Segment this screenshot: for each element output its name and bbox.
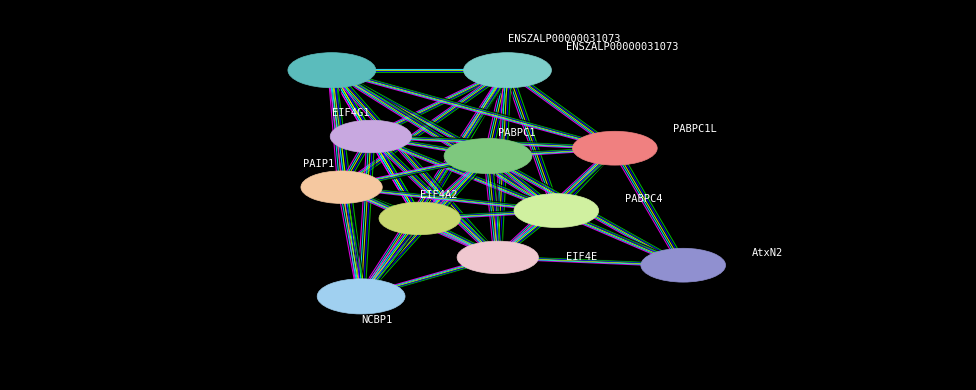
- Circle shape: [301, 171, 383, 204]
- Circle shape: [317, 279, 405, 314]
- Circle shape: [330, 120, 412, 153]
- Text: ENSZALP00000031073: ENSZALP00000031073: [566, 42, 678, 52]
- Circle shape: [379, 202, 461, 235]
- Text: PAIP1: PAIP1: [303, 159, 334, 169]
- Text: EIF4E: EIF4E: [566, 252, 597, 262]
- Circle shape: [444, 138, 532, 174]
- Text: PABPC1L: PABPC1L: [673, 124, 717, 134]
- Text: NCBP1: NCBP1: [361, 315, 392, 325]
- Text: ENSZALP00000031073: ENSZALP00000031073: [508, 34, 620, 44]
- Circle shape: [514, 194, 598, 227]
- Circle shape: [573, 131, 657, 165]
- Text: EIF4A2: EIF4A2: [420, 190, 457, 200]
- Circle shape: [464, 53, 551, 88]
- Circle shape: [641, 248, 725, 282]
- Text: PABPC4: PABPC4: [625, 194, 662, 204]
- Text: EIF4G1: EIF4G1: [332, 108, 369, 118]
- Circle shape: [457, 241, 539, 274]
- Circle shape: [288, 53, 376, 88]
- Text: PABPC1: PABPC1: [498, 128, 535, 138]
- Text: AtxN2: AtxN2: [752, 248, 783, 259]
